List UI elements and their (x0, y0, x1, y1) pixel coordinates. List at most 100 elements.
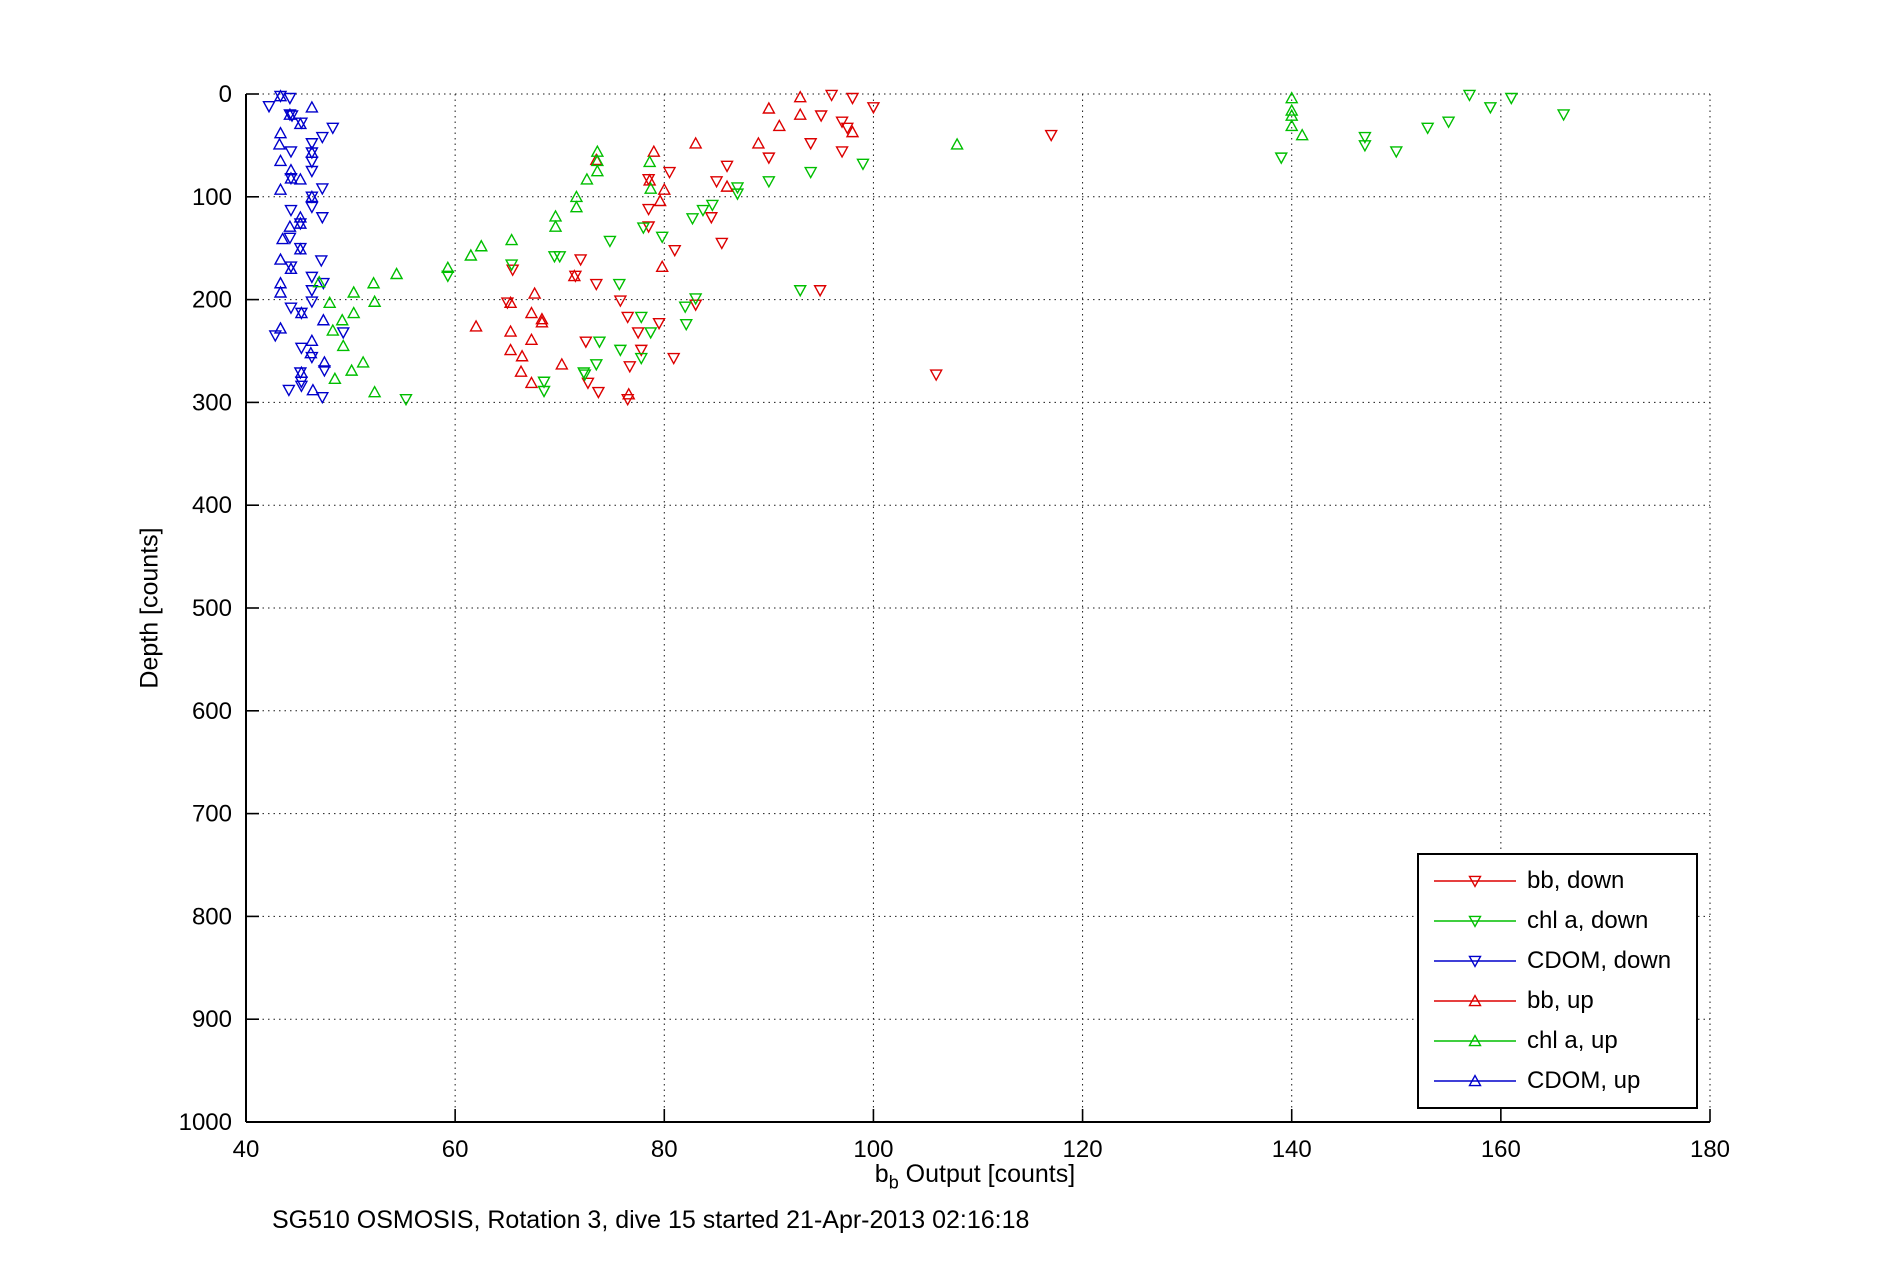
x-tick-label-60: 60 (442, 1136, 469, 1163)
marker-chl-a-down (1358, 140, 1372, 153)
marker-bb-down (814, 110, 828, 123)
legend-label-cdom-up: CDOM, up (1527, 1067, 1641, 1094)
x-tick-label-40: 40 (233, 1136, 260, 1163)
marker-chl-a-up (580, 172, 594, 185)
legend-marker-bb-up (1434, 994, 1516, 1007)
legend-entry-cdom-down: CDOM, down (1419, 943, 1696, 979)
marker-chl-a-down (678, 301, 692, 314)
marker-chl-a-down (730, 188, 745, 201)
marker-cdom-up (273, 321, 288, 334)
marker-cdom-down (316, 277, 331, 291)
marker-bb-down (591, 386, 606, 399)
marker-chl-a-up (347, 306, 361, 319)
marker-cdom-down (315, 212, 330, 225)
y-tick-label-200: 200 (192, 287, 232, 314)
marker-bb-up (622, 387, 636, 400)
marker-cdom-down (282, 384, 296, 397)
marker-cdom-down (294, 380, 309, 393)
y-tick-label-800: 800 (192, 903, 232, 930)
marker-bb-down (866, 102, 881, 115)
marker-bb-down (573, 254, 588, 267)
marker-bb-up (524, 376, 539, 389)
marker-cdom-up (273, 126, 288, 139)
marker-chl-a-down (1483, 102, 1498, 115)
marker-chl-a-down (705, 199, 720, 212)
marker-cdom-up (317, 355, 332, 368)
marker-bb-down (840, 122, 854, 135)
marker-cdom-down (305, 165, 319, 178)
y-tick-label-900: 900 (192, 1006, 232, 1033)
marker-chl-a-down (547, 251, 562, 264)
marker-chl-a-down (1358, 131, 1372, 145)
legend-entry-bb-up: bb, up (1419, 983, 1696, 1019)
marker-chl-a-up (1285, 91, 1299, 104)
marker-cdom-up (275, 232, 290, 245)
marker-chl-a-up (464, 248, 478, 261)
marker-bb-down (621, 394, 635, 407)
marker-chl-a-down (1389, 146, 1403, 159)
legend-label-bb-up: bb, up (1527, 987, 1594, 1014)
marker-chl-a-down (634, 352, 648, 366)
x-axis-label: bb Output [counts] (875, 1160, 1075, 1193)
marker-chl-a-up (322, 295, 337, 308)
marker-bb-down (613, 295, 628, 308)
legend-label-bb-down: bb, down (1527, 867, 1625, 894)
marker-cdom-down (315, 131, 330, 145)
legend-label-chl-a-up: chl a, up (1527, 1027, 1618, 1054)
marker-chl-a-down (804, 166, 818, 179)
marker-cdom-down (305, 201, 319, 214)
marker-chl-a-down (603, 235, 617, 248)
marker-cdom-up (294, 306, 309, 319)
marker-cdom-up (293, 116, 308, 130)
marker-chl-a-up (367, 385, 382, 398)
marker-bb-down (835, 146, 849, 159)
marker-bb-down (652, 317, 666, 331)
marker-bb-up (793, 90, 807, 103)
marker-bb-down (1044, 129, 1058, 142)
marker-chl-a-down (1420, 122, 1435, 135)
marker-bb-down (579, 336, 593, 349)
marker-cdom-down (336, 327, 350, 340)
marker-bb-down (641, 221, 656, 234)
marker-cdom-down (317, 365, 332, 378)
marker-bb-up (555, 357, 569, 370)
marker-chl-a-down (696, 204, 710, 218)
marker-bb-up (793, 107, 807, 120)
marker-cdom-up (305, 100, 319, 113)
marker-chl-a-up (356, 355, 370, 368)
marker-cdom-down (305, 271, 319, 284)
marker-chl-a-down (793, 285, 807, 298)
marker-cdom-down (284, 302, 298, 315)
marker-cdom-down (315, 183, 330, 196)
x-axis-label-pre: b (874, 1160, 889, 1188)
marker-cdom-up (273, 89, 288, 102)
x-tick-label-180: 180 (1690, 1136, 1730, 1163)
marker-cdom-down (285, 110, 299, 123)
legend-entry-bb-down: bb, down (1419, 863, 1696, 899)
marker-cdom-up (272, 137, 287, 150)
marker-cdom-up (293, 242, 308, 255)
marker-cdom-down (315, 391, 330, 405)
x-axis-label-subscript: b (888, 1172, 899, 1193)
marker-cdom-up (273, 153, 288, 167)
marker-cdom-up (284, 163, 298, 176)
y-tick-label-300: 300 (192, 389, 232, 416)
marker-bb-down (623, 361, 637, 374)
x-tick-label-160: 160 (1481, 1136, 1521, 1163)
x-tick-label-80: 80 (651, 1136, 678, 1163)
legend-label-cdom-down: CDOM, down (1527, 947, 1672, 974)
marker-bb-down (621, 311, 635, 324)
marker-chl-a-up (347, 285, 361, 298)
marker-chl-a-down (688, 293, 703, 306)
marker-bb-down (668, 244, 682, 258)
y-tick-label-1000: 1000 (179, 1109, 232, 1136)
marker-bb-down (720, 160, 734, 173)
marker-bb-up (524, 332, 539, 345)
marker-bb-up (503, 324, 518, 337)
marker-chl-a-down (578, 369, 592, 382)
marker-bb-down (631, 327, 645, 340)
marker-cdom-down (326, 122, 340, 135)
legend-marker-cdom-down (1434, 955, 1516, 968)
y-axis-label: Depth [counts] (135, 527, 164, 689)
marker-cdom-up (294, 365, 309, 378)
